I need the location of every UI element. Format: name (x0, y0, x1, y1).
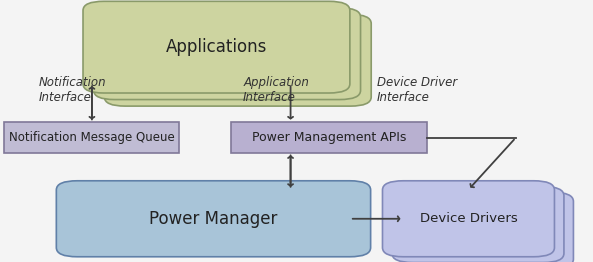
FancyBboxPatch shape (94, 8, 361, 100)
FancyBboxPatch shape (382, 181, 554, 257)
Text: Application
Interface: Application Interface (243, 77, 309, 104)
FancyBboxPatch shape (231, 123, 427, 152)
Text: Device Drivers: Device Drivers (420, 212, 517, 225)
Text: Notification
Interface: Notification Interface (39, 77, 106, 104)
Text: Notification Message Queue: Notification Message Queue (9, 131, 175, 144)
FancyBboxPatch shape (83, 1, 350, 93)
FancyBboxPatch shape (5, 123, 179, 152)
FancyBboxPatch shape (104, 14, 371, 106)
Text: Power Manager: Power Manager (149, 210, 278, 228)
Text: Power Management APIs: Power Management APIs (252, 131, 406, 144)
Text: Applications: Applications (166, 38, 267, 56)
FancyBboxPatch shape (392, 187, 564, 262)
Text: Device Driver
Interface: Device Driver Interface (377, 77, 457, 104)
FancyBboxPatch shape (56, 181, 371, 257)
FancyBboxPatch shape (401, 192, 573, 262)
